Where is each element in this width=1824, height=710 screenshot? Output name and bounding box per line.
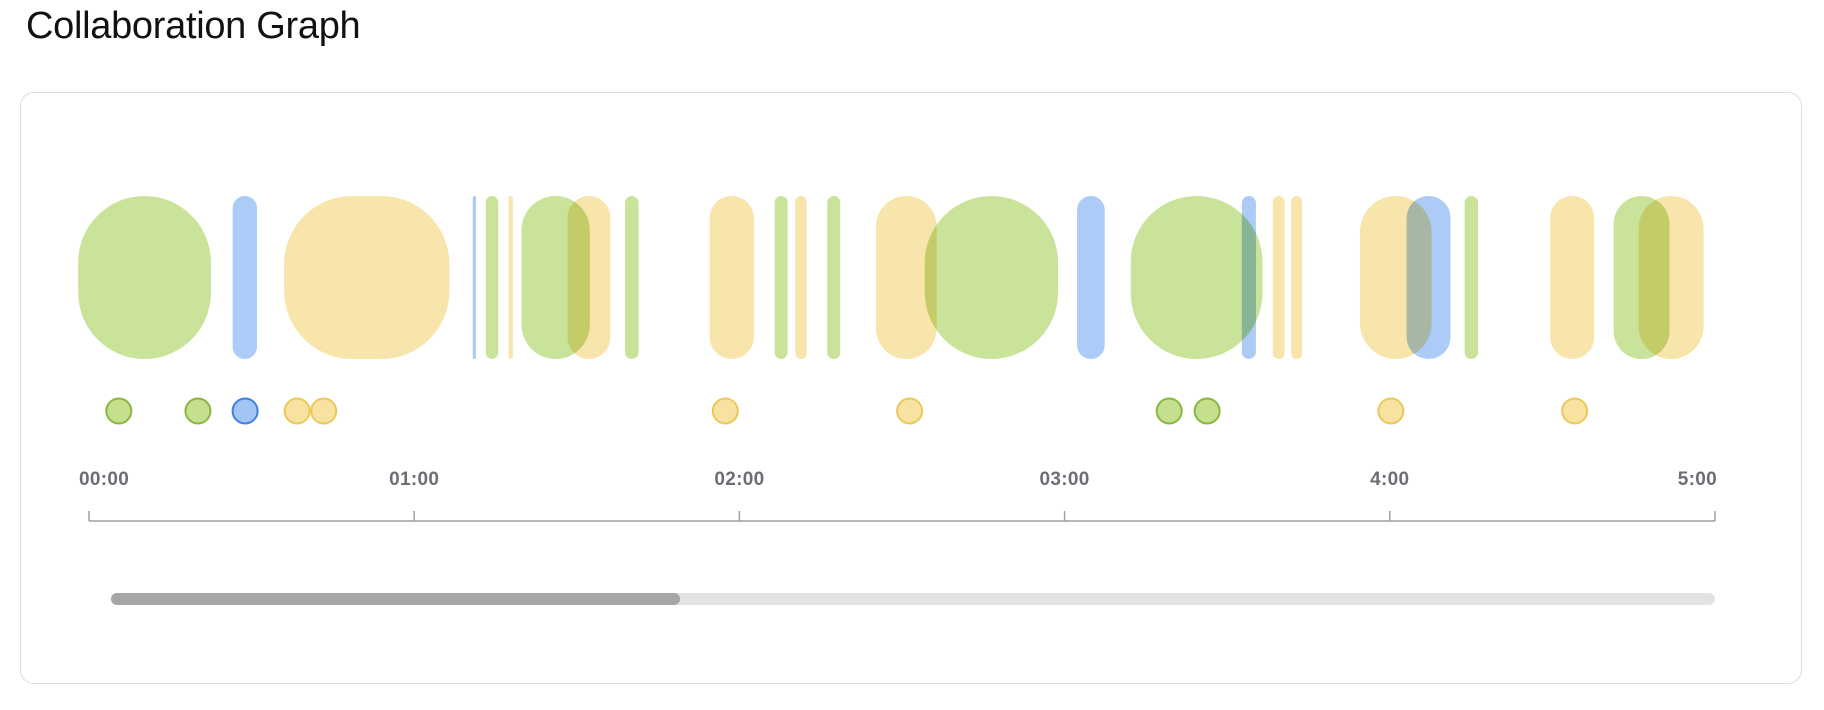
event-marker-yellow[interactable]	[310, 397, 338, 425]
session-bar-green[interactable]	[485, 196, 499, 359]
session-bar-blue[interactable]	[1077, 196, 1105, 359]
axis-tick-label: 03:00	[1040, 469, 1090, 490]
session-bar-green[interactable]	[827, 196, 841, 359]
session-bar-green[interactable]	[1130, 196, 1263, 359]
session-bar-yellow[interactable]	[1638, 196, 1704, 359]
event-marker-green[interactable]	[105, 397, 133, 425]
axis-tick-label: 4:00	[1370, 469, 1409, 490]
event-marker-green[interactable]	[1155, 397, 1183, 425]
timeline-scrollbar[interactable]	[111, 593, 1715, 605]
session-bar-green[interactable]	[78, 196, 211, 359]
session-bar-blue[interactable]	[232, 196, 258, 359]
event-marker-yellow[interactable]	[1377, 397, 1405, 425]
session-bar-blue[interactable]	[472, 196, 476, 359]
session-bar-yellow[interactable]	[795, 196, 807, 359]
session-bar-yellow[interactable]	[1550, 196, 1595, 359]
axis-tick-label: 00:00	[79, 469, 129, 490]
event-marker-yellow[interactable]	[283, 397, 311, 425]
session-bar-green[interactable]	[625, 196, 639, 359]
session-bar-yellow[interactable]	[508, 196, 513, 359]
session-bar-blue[interactable]	[1406, 196, 1451, 359]
timeline-scrollbar-thumb[interactable]	[111, 593, 681, 605]
time-axis: 00:00 01:00 02:00 03:00 4:00 5:00	[79, 469, 1717, 522]
event-marker-green[interactable]	[184, 397, 212, 425]
collaboration-graph-card: 00:00 01:00 02:00 03:00 4:00 5:00	[20, 92, 1802, 684]
sessions-layer	[78, 196, 1704, 359]
event-marker-yellow[interactable]	[896, 397, 924, 425]
event-marker-blue[interactable]	[231, 397, 259, 425]
session-bar-green[interactable]	[774, 196, 788, 359]
session-bar-yellow[interactable]	[1291, 196, 1302, 359]
session-bar-yellow[interactable]	[875, 196, 937, 359]
axis-tick-label: 02:00	[714, 469, 764, 490]
event-marker-yellow[interactable]	[711, 397, 739, 425]
session-bar-green[interactable]	[924, 196, 1059, 359]
session-bar-yellow[interactable]	[284, 196, 450, 359]
session-bar-yellow[interactable]	[567, 196, 611, 359]
event-marker-green[interactable]	[1193, 397, 1221, 425]
session-bar-blue[interactable]	[1241, 196, 1256, 359]
page-title: Collaboration Graph	[26, 5, 361, 47]
events-layer	[105, 397, 1589, 425]
collaboration-graph[interactable]: 00:00 01:00 02:00 03:00 4:00 5:00	[21, 93, 1803, 685]
axis-tick-label: 01:00	[389, 469, 439, 490]
axis-tick-label: 5:00	[1678, 469, 1717, 490]
session-bar-yellow[interactable]	[709, 196, 755, 359]
event-marker-yellow[interactable]	[1561, 397, 1589, 425]
session-bar-yellow[interactable]	[1272, 196, 1285, 359]
session-bar-green[interactable]	[1464, 196, 1479, 359]
